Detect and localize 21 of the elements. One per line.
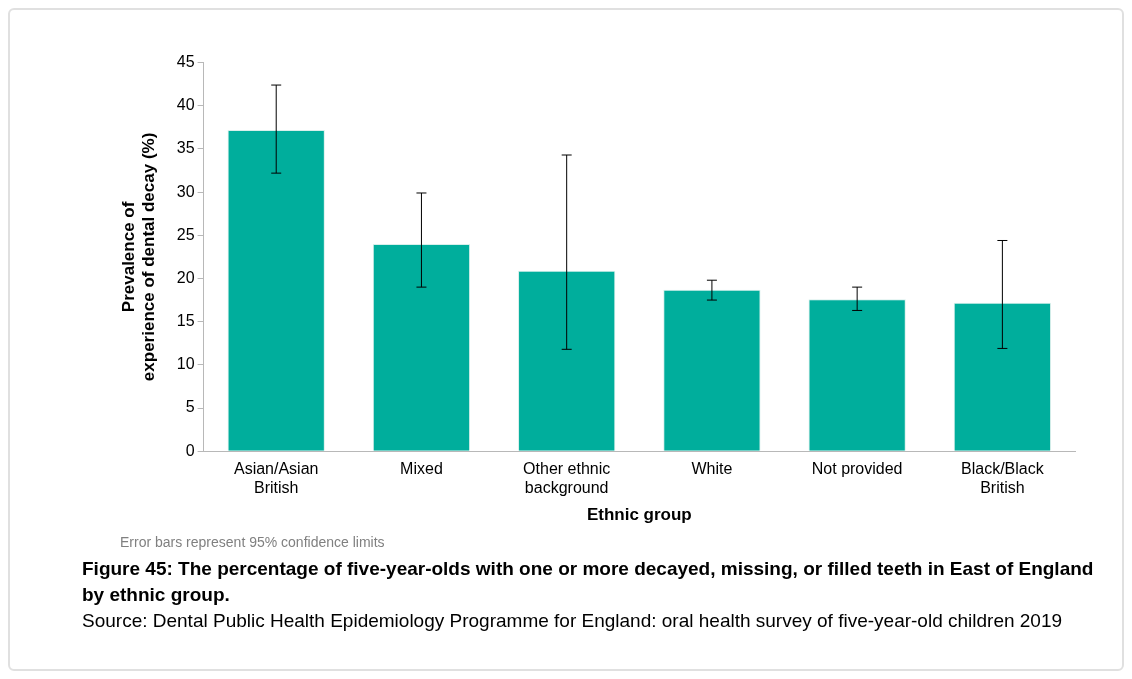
y-tick-label: 10: [176, 355, 195, 373]
x-tick-label: Mixed: [400, 460, 443, 478]
y-tick-label: 25: [176, 225, 195, 243]
y-tick-label: 40: [176, 96, 195, 114]
x-tick-label: Black/Black British: [961, 460, 1045, 497]
y-tick-label: 15: [176, 312, 195, 330]
text: Figure 45: The percentage of five-year-olds with one or more decayed, missing, or filled teeth in East of England by ethnic group.: [82, 557, 1095, 607]
y-tick-label: 20: [176, 268, 195, 286]
x-tick-label: Other ethnic background: [523, 460, 611, 497]
x-tick-label: Not provided: [811, 460, 903, 478]
source-note: Source: Dental Public Health Epidemiology Programme for England: oral health survey of five-year-old children 2019: [82, 609, 1064, 633]
x-axis-title: Ethnic group: [586, 505, 692, 525]
y-tick-label: 30: [176, 182, 195, 200]
y-axis-title: Prevalence of experience of dental decay (%): [118, 132, 159, 382]
y-tick-label: 35: [176, 139, 195, 157]
x-tick-label: White: [691, 460, 733, 478]
text: Error bars represent 95% confidence limits: [120, 534, 386, 550]
y-tick-label: 45: [176, 53, 195, 71]
y-tick-label: 0: [185, 441, 195, 459]
x-tick-label: Asian/Asian British: [233, 460, 319, 497]
y-tick-label: 5: [185, 398, 195, 416]
